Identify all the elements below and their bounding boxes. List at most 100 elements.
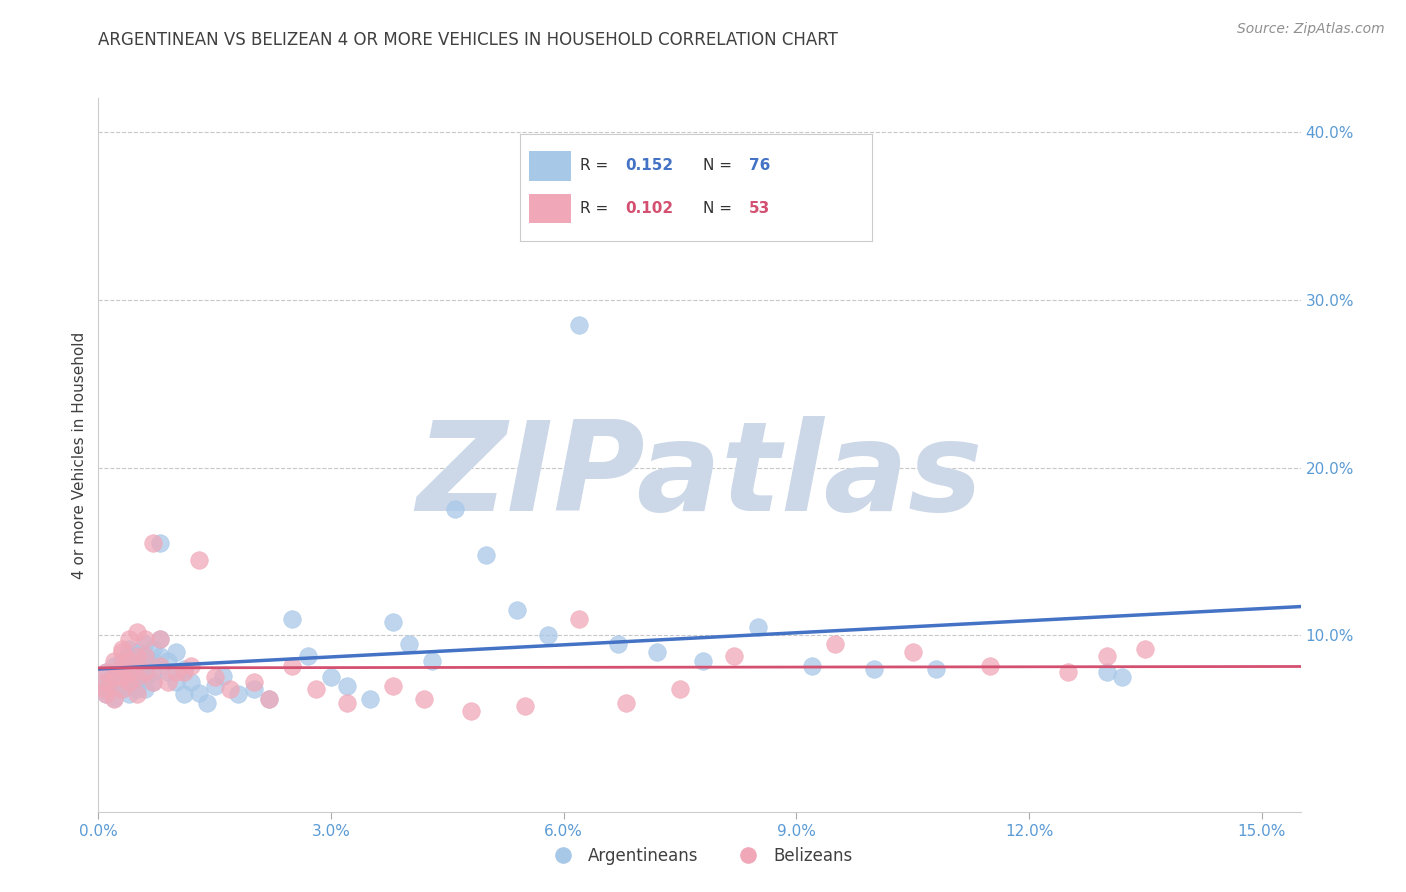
Point (382, 615, 405, 629)
Point (111, 645, 134, 659)
Point (173, 665, 195, 680)
Text: 53: 53 (749, 201, 770, 216)
Point (127, 673, 149, 688)
Point (111, 658, 134, 673)
Point (157, 654, 180, 668)
Point (118, 665, 141, 680)
Point (118, 654, 141, 668)
FancyBboxPatch shape (529, 194, 571, 224)
Point (173, 687, 195, 701)
Text: ARGENTINEAN VS BELIZEAN 4 OR MORE VEHICLES IN HOUSEHOLD CORRELATION CHART: ARGENTINEAN VS BELIZEAN 4 OR MORE VEHICL… (98, 31, 838, 49)
Point (142, 536, 165, 550)
Point (723, 648, 745, 663)
Point (111, 670, 134, 684)
Point (1095, 648, 1118, 663)
Point (127, 657, 149, 671)
Point (444, 502, 467, 516)
Point (134, 632, 156, 646)
Y-axis label: 4 or more Vehicles in Household: 4 or more Vehicles in Household (72, 331, 87, 579)
Point (134, 648, 156, 663)
Point (127, 648, 149, 663)
Point (127, 669, 149, 683)
Point (226, 687, 249, 701)
Point (568, 612, 591, 626)
Point (149, 536, 172, 550)
FancyBboxPatch shape (529, 152, 571, 181)
Point (118, 641, 141, 656)
Point (607, 637, 630, 651)
Point (336, 696, 359, 710)
Point (142, 675, 165, 690)
Point (180, 675, 202, 690)
Point (111, 670, 134, 684)
Point (142, 654, 165, 668)
Point (127, 682, 149, 697)
Point (211, 669, 233, 683)
Point (118, 687, 141, 701)
Point (204, 679, 226, 693)
Point (96, 687, 118, 701)
Point (537, 628, 560, 642)
Point (420, 654, 443, 668)
Point (568, 318, 591, 332)
Point (96, 665, 118, 680)
Point (103, 681, 125, 695)
Point (824, 637, 846, 651)
Point (242, 682, 264, 697)
Point (142, 675, 165, 690)
Point (103, 658, 125, 673)
Point (188, 553, 211, 567)
Text: ZIPatlas: ZIPatlas (416, 416, 983, 537)
Point (195, 696, 218, 710)
Point (96, 687, 118, 701)
Point (111, 682, 134, 697)
Point (165, 665, 187, 680)
Point (134, 665, 156, 680)
Text: N =: N = (703, 158, 737, 173)
Point (134, 637, 156, 651)
Point (134, 648, 156, 663)
Point (747, 620, 769, 634)
Point (111, 682, 134, 697)
Point (242, 675, 264, 690)
Point (111, 665, 134, 680)
Point (180, 658, 202, 673)
Point (96, 682, 118, 697)
Point (127, 654, 149, 668)
Point (281, 612, 304, 626)
Legend: Argentineans, Belizeans: Argentineans, Belizeans (540, 840, 859, 871)
Point (96, 665, 118, 680)
Point (925, 662, 948, 676)
Point (118, 658, 141, 673)
Point (142, 665, 165, 680)
Point (901, 645, 924, 659)
Point (173, 662, 195, 676)
Point (475, 548, 498, 562)
Point (204, 670, 226, 684)
Point (513, 698, 536, 713)
Point (127, 664, 149, 678)
Point (118, 679, 141, 693)
Point (1095, 665, 1118, 680)
Point (96, 675, 118, 690)
Point (645, 645, 668, 659)
Point (157, 675, 180, 690)
Text: R =: R = (581, 158, 613, 173)
Point (149, 632, 172, 646)
Point (118, 675, 141, 690)
Point (111, 675, 134, 690)
Point (506, 603, 529, 617)
Point (103, 692, 125, 706)
Point (863, 662, 886, 676)
Point (297, 648, 319, 663)
Point (149, 658, 172, 673)
Point (319, 670, 342, 684)
Point (96, 675, 118, 690)
Point (165, 645, 187, 659)
Point (398, 637, 420, 651)
Text: R =: R = (581, 201, 613, 216)
Point (1111, 670, 1133, 684)
Point (359, 692, 381, 706)
Point (692, 654, 714, 668)
Point (103, 670, 125, 684)
